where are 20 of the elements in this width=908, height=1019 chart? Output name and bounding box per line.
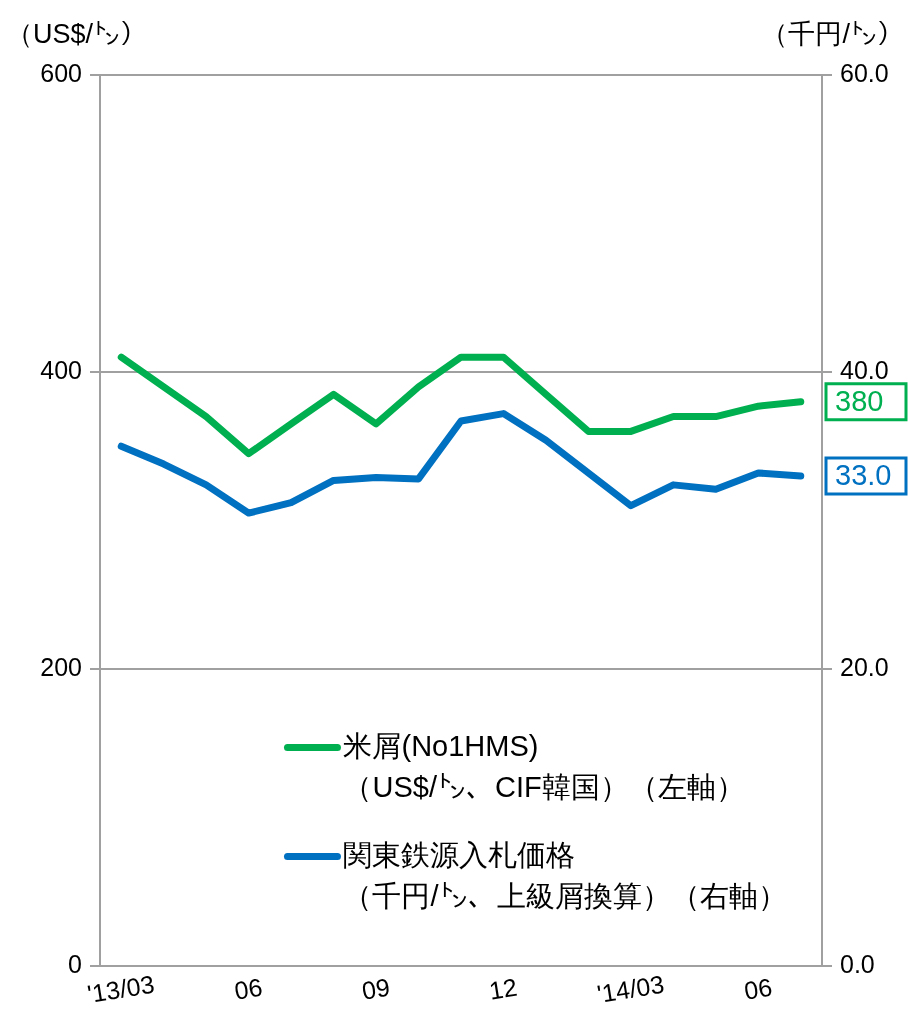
x-tick-label: 06 xyxy=(232,972,265,1005)
x-tick-label: '13/03 xyxy=(85,969,157,1008)
y-tick-label: 400 xyxy=(40,355,82,384)
y-tick-label: 600 xyxy=(40,58,82,87)
data-label: 33.0 xyxy=(835,458,892,491)
y2-tick-label: 40.0 xyxy=(840,355,889,384)
legend-label: 関東鉄源入札価格（千円/㌧、上級屑換算）（右軸） xyxy=(343,838,787,912)
y2-tick-label: 60.0 xyxy=(840,58,889,87)
y-axis-title: （US$/㌧） xyxy=(6,19,148,50)
y2-axis-title: （千円/㌧） xyxy=(761,19,904,50)
x-tick-label: 09 xyxy=(359,972,392,1005)
y2-tick-label: 0.0 xyxy=(840,949,875,978)
x-tick-label: 06 xyxy=(742,972,774,1005)
x-tick-label: 12 xyxy=(487,972,520,1005)
legend-label: 米屑(No1HMS)（US$/㌧、CIF韓国）（左軸） xyxy=(343,729,745,803)
y2-tick-label: 20.0 xyxy=(840,652,889,681)
x-tick-label: '14/03 xyxy=(595,969,666,1008)
y-tick-label: 0 xyxy=(68,949,82,978)
data-label: 380 xyxy=(835,384,884,417)
y-tick-label: 200 xyxy=(40,652,82,681)
